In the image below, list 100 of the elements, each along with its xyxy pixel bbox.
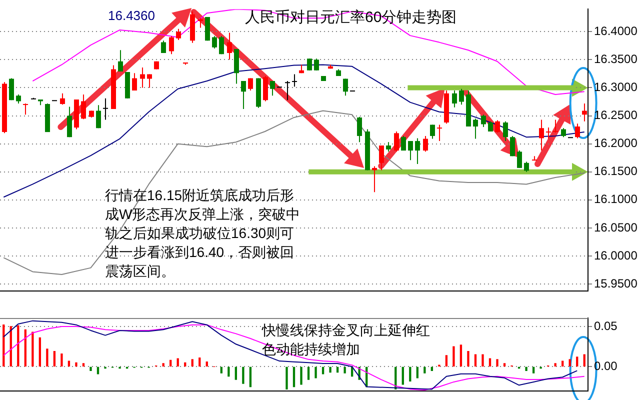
y-tick-label: 16.2000: [594, 136, 638, 150]
bar: [191, 359, 194, 366]
candlestick: [575, 123, 580, 139]
candlestick: [546, 127, 551, 140]
y-tick-label: 16.3500: [594, 52, 638, 66]
bar: [445, 355, 448, 366]
bar: [576, 356, 578, 366]
bar: [329, 366, 332, 373]
candlestick: [473, 118, 478, 140]
bar: [75, 362, 78, 366]
annotation: 16.4360: [108, 7, 156, 25]
candlestick: [161, 40, 166, 54]
candlestick: [227, 32, 232, 60]
candlestick: [343, 78, 348, 96]
bar: [409, 366, 412, 382]
bar: [249, 366, 252, 388]
bar: [286, 366, 288, 390]
candlestick: [488, 120, 493, 132]
candlestick: [495, 120, 500, 134]
bar: [60, 353, 63, 366]
bar: [162, 363, 164, 366]
candlestick: [357, 116, 362, 143]
candlestick: [503, 120, 508, 142]
bar: [583, 354, 586, 366]
bar: [402, 366, 404, 385]
bar: [32, 332, 34, 366]
bar: [344, 366, 346, 374]
candlestick: [9, 78, 14, 101]
annotation: 行情在16.15附近筑底成功后形成W形态再次反弹上涨，突破中轨之后如果成功破位16.30则可进一步看涨到16.40，否则被回震荡区间。: [105, 186, 302, 281]
bar: [474, 354, 477, 366]
bar: [220, 366, 222, 374]
candlestick: [140, 67, 145, 88]
bar: [503, 363, 506, 366]
bar: [292, 366, 296, 388]
candlestick: [219, 36, 224, 55]
candlestick: [379, 145, 384, 171]
candlestick: [524, 161, 529, 172]
candlestick: [263, 75, 268, 102]
candlestick: [169, 36, 174, 55]
bar: [554, 363, 556, 366]
candlestick: [401, 135, 406, 152]
candlestick: [423, 135, 428, 152]
bar: [525, 366, 528, 372]
bar: [307, 366, 310, 380]
candlestick: [452, 90, 457, 108]
candlestick: [437, 124, 442, 142]
candlestick: [430, 124, 435, 140]
candlestick: [394, 130, 399, 152]
bar: [467, 351, 470, 366]
candlestick: [270, 80, 275, 96]
candlestick: [23, 102, 28, 116]
bar: [90, 366, 92, 372]
candlestick: [212, 36, 217, 49]
candlestick: [539, 119, 544, 152]
bar: [562, 360, 564, 366]
bar: [482, 354, 484, 366]
bar: [38, 337, 42, 366]
candlestick: [408, 140, 413, 161]
y-tick-label: 16.1500: [594, 164, 638, 178]
bar: [53, 351, 56, 366]
candlestick: [147, 74, 152, 88]
candlestick: [241, 80, 246, 110]
bar: [82, 363, 85, 366]
bar: [452, 346, 455, 366]
candlestick: [582, 102, 587, 122]
candlestick: [415, 138, 420, 165]
bar: [170, 360, 172, 366]
bar: [424, 366, 426, 374]
y-tick-label: 16.1000: [594, 192, 638, 206]
candlestick: [103, 98, 108, 120]
candlestick: [248, 78, 253, 92]
candlestick: [292, 74, 297, 88]
bar: [314, 366, 317, 378]
bar: [206, 362, 208, 366]
y-tick-label: 16.0500: [594, 220, 638, 234]
y-tick-label: 15.9500: [594, 276, 638, 290]
candlestick: [459, 88, 464, 106]
y-tick-label: 0.05: [594, 318, 618, 333]
bar: [460, 344, 462, 366]
candlestick: [386, 142, 391, 152]
candlestick: [510, 135, 515, 157]
bar: [488, 358, 492, 366]
candlestick: [285, 80, 290, 101]
candlestick: [60, 92, 65, 106]
bar: [46, 348, 48, 366]
bar: [176, 358, 179, 366]
bar: [234, 366, 238, 380]
bar: [416, 366, 418, 378]
candlestick: [67, 106, 72, 138]
candlestick: [481, 114, 486, 128]
y-tick-label: 16.4000: [594, 24, 638, 38]
candlestick: [118, 50, 123, 72]
candlestick: [81, 94, 86, 120]
candlestick: [176, 28, 181, 41]
candlestick: [96, 104, 101, 129]
bar: [496, 359, 498, 366]
candlestick: [553, 119, 558, 134]
y-tick-label: 16.0000: [594, 248, 638, 262]
bar: [2, 324, 5, 366]
candlestick: [132, 72, 137, 92]
